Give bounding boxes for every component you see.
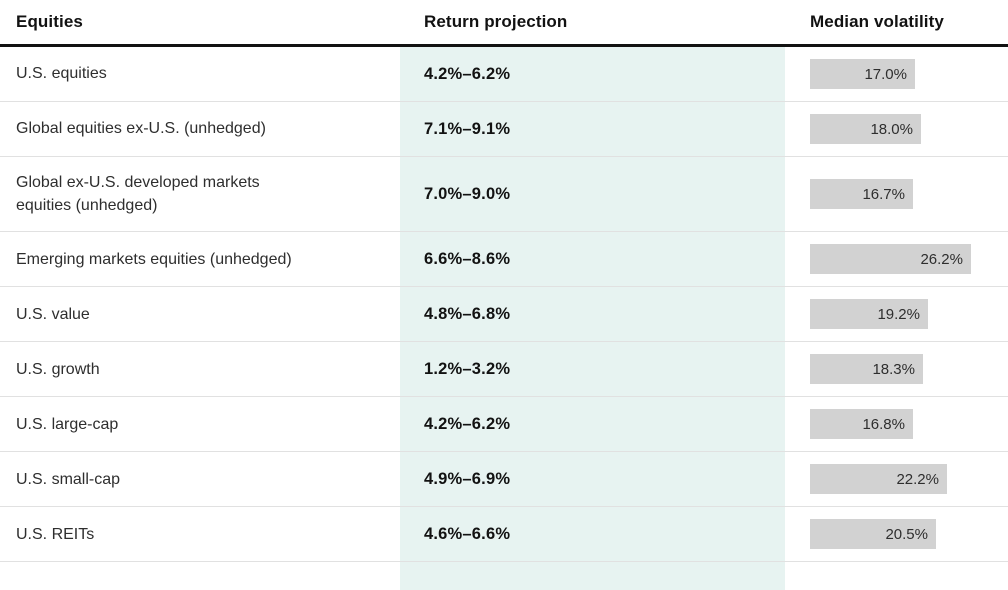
median-volatility-bar: 22.2% bbox=[810, 464, 947, 495]
return-projection-value: 6.6%–8.6% bbox=[424, 249, 511, 268]
median-volatility-bar: 16.8% bbox=[810, 409, 913, 440]
table-row: Global ex-U.S. developed markets equitie… bbox=[0, 157, 1008, 233]
median-volatility-bar: 20.5% bbox=[810, 519, 936, 550]
equity-name: U.S. growth bbox=[16, 360, 100, 378]
equity-name: U.S. REITs bbox=[16, 525, 95, 543]
return-projection-value: 4.2%–6.2% bbox=[424, 414, 511, 433]
return-projection-value: 7.0%–9.0% bbox=[424, 184, 511, 203]
median-volatility-bar: 19.2% bbox=[810, 299, 928, 330]
table-row: U.S. large-cap 4.2%–6.2% 16.8% bbox=[0, 397, 1008, 453]
table-rows: U.S. equities 4.2%–6.2% 17.0% Global equiti… bbox=[0, 47, 1008, 563]
equity-name: Global ex-U.S. developed markets equitie… bbox=[16, 174, 260, 215]
table-body: U.S. equities 4.2%–6.2% 17.0% Global equiti… bbox=[0, 47, 1008, 590]
median-volatility-cell: 18.3% bbox=[785, 354, 1008, 385]
median-volatility-bar: 17.0% bbox=[810, 59, 915, 89]
table-row: U.S. value 4.8%–6.8% 19.2% bbox=[0, 287, 1008, 343]
return-projection-value: 1.2%–3.2% bbox=[424, 359, 511, 378]
median-volatility-label: 20.5% bbox=[885, 525, 928, 543]
equity-name: U.S. large-cap bbox=[16, 415, 119, 433]
table-row: Global equities ex-U.S. (unhedged) 7.1%–9… bbox=[0, 102, 1008, 157]
return-projection-value: 4.2%–6.2% bbox=[424, 64, 511, 83]
column-header-median-volatility: Median volatility bbox=[810, 12, 944, 31]
equity-name: Emerging markets equities (unhedged) bbox=[16, 250, 292, 268]
return-projection-value: 4.8%–6.8% bbox=[424, 304, 511, 323]
median-volatility-label: 18.0% bbox=[870, 120, 913, 138]
median-volatility-bar: 16.7% bbox=[810, 179, 913, 210]
median-volatility-cell: 26.2% bbox=[785, 244, 1008, 275]
equity-name: U.S. equities bbox=[16, 65, 107, 83]
table-header-row: Equities Return projection Median volati… bbox=[0, 0, 1008, 47]
median-volatility-cell: 17.0% bbox=[785, 59, 1008, 89]
median-volatility-bar: 18.0% bbox=[810, 114, 921, 144]
equity-name: U.S. small-cap bbox=[16, 470, 121, 488]
median-volatility-cell: 22.2% bbox=[785, 464, 1008, 495]
return-projection-value: 4.6%–6.6% bbox=[424, 524, 511, 543]
median-volatility-label: 16.8% bbox=[862, 415, 905, 433]
equity-name: Global equities ex-U.S. (unhedged) bbox=[16, 120, 266, 138]
median-volatility-cell: 20.5% bbox=[785, 519, 1008, 550]
table-row: U.S. growth 1.2%–3.2% 18.3% bbox=[0, 342, 1008, 398]
return-projection-value: 4.9%–6.9% bbox=[424, 469, 511, 488]
median-volatility-cell: 16.7% bbox=[785, 179, 1008, 210]
median-volatility-bar: 18.3% bbox=[810, 354, 923, 385]
median-volatility-label: 22.2% bbox=[896, 470, 939, 488]
column-header-return-projection: Return projection bbox=[424, 12, 568, 31]
median-volatility-cell: 19.2% bbox=[785, 299, 1008, 330]
median-volatility-label: 16.7% bbox=[862, 185, 905, 203]
median-volatility-cell: 18.0% bbox=[785, 114, 1008, 144]
return-projection-value: 7.1%–9.1% bbox=[424, 119, 511, 138]
median-volatility-label: 26.2% bbox=[920, 250, 963, 268]
table-row: U.S. REITs 4.6%–6.6% 20.5% bbox=[0, 507, 1008, 563]
median-volatility-cell: 16.8% bbox=[785, 409, 1008, 440]
median-volatility-label: 19.2% bbox=[877, 305, 920, 323]
median-volatility-bar: 26.2% bbox=[810, 244, 971, 275]
table-row: U.S. small-cap 4.9%–6.9% 22.2% bbox=[0, 452, 1008, 508]
column-header-equities: Equities bbox=[16, 12, 83, 31]
table-row: U.S. equities 4.2%–6.2% 17.0% bbox=[0, 47, 1008, 102]
equity-name: U.S. value bbox=[16, 305, 90, 323]
median-volatility-label: 18.3% bbox=[872, 360, 915, 378]
median-volatility-label: 17.0% bbox=[864, 65, 907, 83]
return-projection-highlight-band bbox=[400, 47, 785, 590]
table-row: Emerging markets equities (unhedged) 6.6%… bbox=[0, 232, 1008, 288]
